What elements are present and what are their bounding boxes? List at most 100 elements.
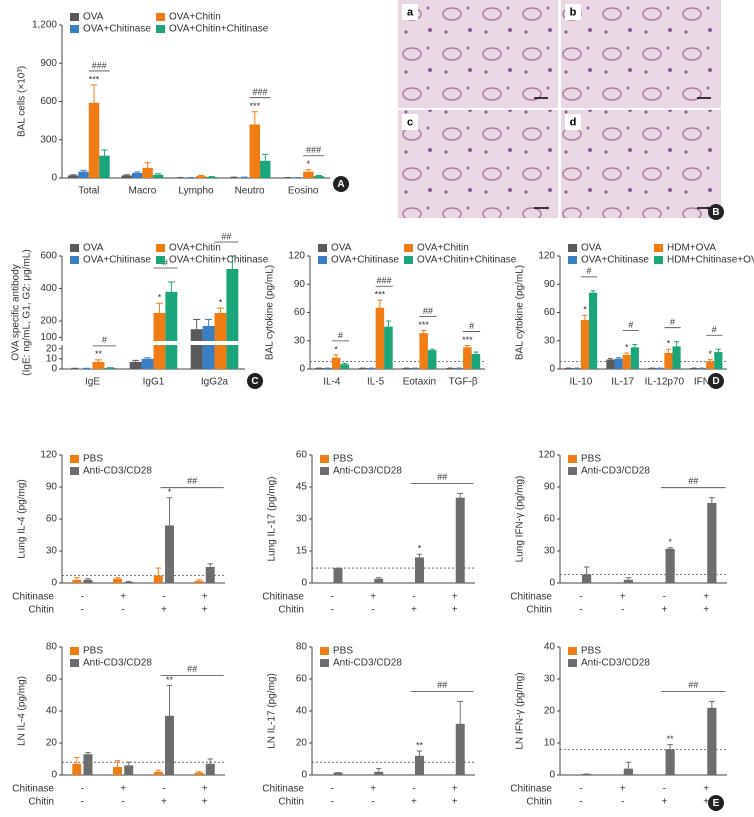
y-tick-label: 120 — [538, 251, 555, 262]
y-tick-label: 80 — [46, 642, 58, 653]
panel-label-badge — [247, 373, 263, 389]
x-row-name: Chitinase — [12, 592, 54, 603]
x-row-value: - — [579, 605, 582, 616]
panel-label: C — [251, 376, 258, 387]
bar — [99, 155, 110, 178]
y-tick-label: 90 — [294, 279, 306, 290]
x-row-value: - — [331, 797, 334, 808]
bar — [164, 525, 174, 583]
panel-label: B — [712, 207, 719, 218]
legend-label: Anti-CD3/CD28 — [83, 466, 152, 477]
significance-mark: ### — [377, 276, 392, 286]
legend-label: OVA — [83, 12, 104, 23]
y-tick-label: 0 — [549, 364, 555, 375]
significance-mark: ** — [166, 675, 174, 685]
significance-mark: ** — [667, 734, 675, 744]
legend-label: OVA+Chitinase — [581, 255, 649, 266]
micrograph-label: b — [570, 6, 577, 18]
legend-label: OVA+Chitin+Chitinase — [169, 255, 269, 266]
x-row-value: + — [620, 592, 626, 603]
bar — [665, 548, 675, 583]
bar — [72, 763, 82, 775]
legend-swatch — [70, 256, 79, 264]
y-tick-label: 900 — [40, 58, 57, 69]
y-tick-label: 30 — [544, 674, 556, 685]
legend-swatch — [70, 659, 79, 667]
x-tick-label: IL-17 — [611, 377, 634, 388]
micrograph — [398, 110, 558, 218]
bar — [113, 578, 123, 583]
significance-mark: *** — [89, 74, 100, 84]
legend-swatch — [568, 455, 577, 463]
significance-mark: *** — [462, 335, 473, 345]
bar — [121, 175, 132, 178]
x-row-value: - — [621, 605, 624, 616]
micrograph-label: d — [570, 116, 577, 128]
legend-swatch — [156, 256, 165, 264]
y-tick-label: 20 — [46, 343, 58, 354]
x-tick-label: IgE — [85, 377, 100, 388]
y-axis-label: (IgE: ng/mL, G1, G2: μg/mL) — [22, 249, 33, 375]
legend-label: Anti-CD3/CD28 — [83, 658, 152, 669]
bar — [72, 579, 82, 583]
bar — [374, 771, 384, 775]
y-tick-label: 0 — [549, 770, 555, 781]
x-row-value: - — [121, 605, 124, 616]
x-tick-label: IL-4 — [323, 377, 341, 388]
significance-mark: * — [668, 537, 672, 547]
x-tick-label: Eosino — [288, 186, 319, 197]
bar — [419, 333, 428, 369]
legend-label: OVA+Chitinase — [331, 255, 399, 266]
x-row-name: Chitinase — [262, 784, 304, 795]
legend-swatch — [568, 256, 577, 264]
y-tick-label: 0 — [301, 770, 307, 781]
legend-swatch — [654, 244, 663, 252]
x-row-value: + — [120, 592, 126, 603]
significance-mark: # — [338, 330, 343, 340]
x-tick-label: Neutro — [235, 186, 265, 197]
significance-mark: ### — [253, 87, 268, 97]
bar — [623, 579, 633, 583]
y-tick-label: 30 — [544, 335, 556, 346]
significance-mark: * — [583, 305, 587, 315]
y-axis-label: LN IL-17 (pg/mg) — [267, 673, 278, 749]
legend-swatch — [320, 467, 329, 475]
bar — [190, 329, 203, 369]
bar — [313, 176, 325, 178]
bar — [375, 307, 385, 369]
x-row-value: - — [371, 797, 374, 808]
bar — [582, 574, 592, 583]
y-tick-label: 30 — [544, 546, 556, 557]
legend-swatch — [320, 455, 329, 463]
x-row-value: - — [663, 592, 666, 603]
legend-label: OVA+Chitinase — [83, 255, 151, 266]
y-tick-label: 80 — [296, 642, 308, 653]
bar — [142, 167, 153, 178]
x-row-value: + — [703, 605, 709, 616]
x-row-value: + — [661, 797, 667, 808]
legend-swatch — [70, 13, 79, 21]
bar — [707, 707, 717, 775]
significance-mark: * — [158, 293, 162, 303]
significance-mark: ### — [306, 145, 321, 155]
legend-label: OVA+Chitin — [169, 12, 221, 23]
bar — [141, 358, 154, 369]
legend-swatch — [156, 244, 165, 252]
y-tick-label: 60 — [46, 674, 58, 685]
legend-label: Anti-CD3/CD28 — [581, 466, 650, 477]
x-tick-label: IL-10 — [569, 377, 592, 388]
x-row-value: - — [579, 784, 582, 795]
legend-swatch — [320, 659, 329, 667]
bar — [333, 772, 343, 775]
y-tick-label: 60 — [294, 307, 306, 318]
panel-label: A — [337, 179, 344, 190]
bar — [205, 567, 215, 583]
legend-swatch — [568, 647, 577, 655]
significance-mark: * — [667, 339, 671, 349]
x-row-value: - — [412, 784, 415, 795]
significance-mark: # — [587, 266, 592, 276]
x-row-value: - — [81, 784, 84, 795]
micrograph — [561, 110, 721, 218]
y-tick-label: 400 — [40, 283, 57, 294]
legend-label: OVA — [581, 243, 602, 254]
